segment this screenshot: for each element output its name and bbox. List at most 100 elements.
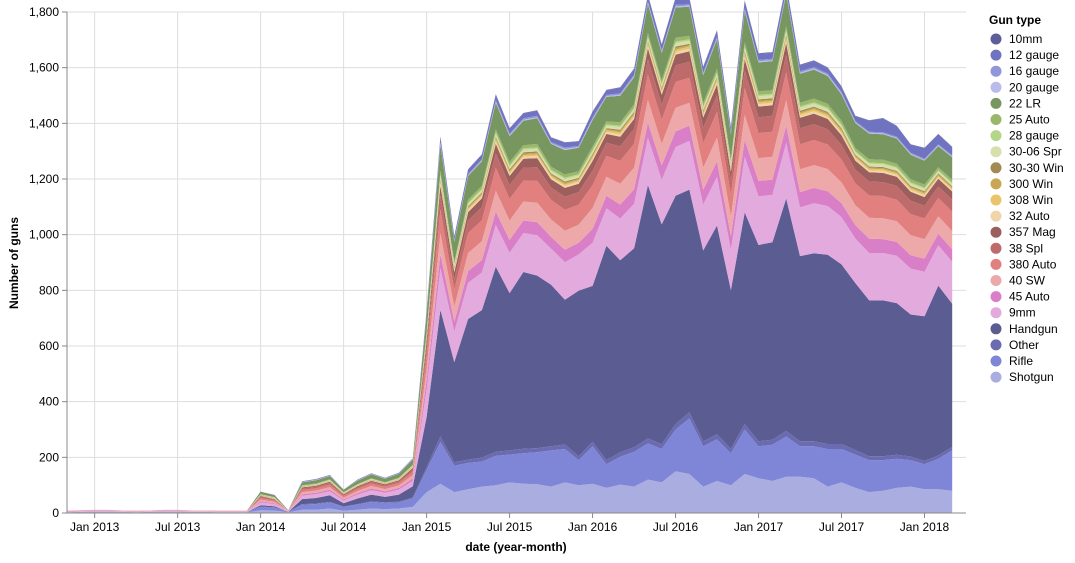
legend-item: Handgun xyxy=(990,322,1058,336)
legend-label: Shotgun xyxy=(1009,370,1054,384)
legend-symbol xyxy=(990,178,1002,190)
legend-label: 30-30 Win xyxy=(1009,161,1064,175)
legend-item: 300 Win xyxy=(990,177,1053,191)
legend-symbol xyxy=(990,291,1002,303)
legend-label: 38 Spl xyxy=(1009,241,1043,255)
y-tick-label: 1,400 xyxy=(29,116,59,130)
legend-item: 28 gauge xyxy=(990,129,1059,143)
legend-label: 30-06 Spr xyxy=(1009,145,1062,159)
x-tick-label: Jul 2013 xyxy=(155,520,201,534)
legend-item: Rifle xyxy=(990,354,1033,368)
legend-item: 38 Spl xyxy=(990,241,1043,255)
legend-item: 9mm xyxy=(990,306,1036,320)
x-tick-label: Jul 2015 xyxy=(487,520,533,534)
legend-item: Shotgun xyxy=(990,370,1054,384)
legend-label: 45 Auto xyxy=(1009,290,1050,304)
legend-label: Handgun xyxy=(1009,322,1058,336)
legend-symbol xyxy=(990,210,1002,222)
legend-item: Other xyxy=(990,338,1039,352)
axis-layer: 0 200 400 600 800 1,000 1,200 1,400 1,600 1,800 Ja… xyxy=(29,5,966,534)
y-tick-label: 1,200 xyxy=(29,172,59,186)
y-tick-label: 1,800 xyxy=(29,5,59,19)
legend-symbol xyxy=(990,49,1002,61)
legend-symbol xyxy=(990,355,1002,367)
legend-label: 22 LR xyxy=(1009,96,1041,110)
legend-item: 30-30 Win xyxy=(990,161,1064,175)
legend-item: 357 Mag xyxy=(990,225,1056,239)
legend-item: 30-06 Spr xyxy=(990,145,1062,159)
legend-symbol xyxy=(990,130,1002,142)
x-tick-label: Jul 2017 xyxy=(819,520,865,534)
legend-label: 40 SW xyxy=(1009,274,1046,288)
x-tick-label: Jul 2016 xyxy=(653,520,699,534)
legend-symbol xyxy=(990,65,1002,77)
legend-label: 25 Auto xyxy=(1009,113,1050,127)
legend-symbol xyxy=(990,307,1002,319)
legend-item: 12 gauge xyxy=(990,48,1059,62)
x-tick-label: Jan 2017 xyxy=(734,520,784,534)
legend-symbol xyxy=(990,275,1002,286)
area-layer xyxy=(67,0,953,513)
legend-symbol xyxy=(990,33,1002,45)
legend-label: 28 gauge xyxy=(1009,129,1059,143)
y-tick-label: 0 xyxy=(52,506,59,520)
legend-item: 20 gauge xyxy=(990,80,1059,94)
legend-label: 380 Auto xyxy=(1009,257,1057,271)
legend-item: 380 Auto xyxy=(990,257,1057,271)
legend-item: 22 LR xyxy=(990,96,1041,110)
legend-label: Rifle xyxy=(1009,354,1033,368)
y-axis-title: Number of guns xyxy=(7,217,21,309)
y-tick-label: 1,600 xyxy=(29,61,59,75)
area-series-shotgun xyxy=(67,471,953,513)
legend-items: 10mm 12 gauge 16 gauge 20 gauge 22 LR 25 Auto… xyxy=(990,32,1064,384)
legend-label: 357 Mag xyxy=(1009,225,1056,239)
legend-item: 16 gauge xyxy=(990,64,1059,78)
legend-label: 20 gauge xyxy=(1009,80,1059,94)
legend-item: 32 Auto xyxy=(990,209,1050,223)
legend-symbol xyxy=(990,371,1002,383)
x-tick-label: Jan 2018 xyxy=(900,520,950,534)
legend-item: 40 SW xyxy=(990,274,1046,288)
y-tick-label: 400 xyxy=(39,395,59,409)
legend-label: 10mm xyxy=(1009,32,1042,46)
legend-label: Other xyxy=(1009,338,1039,352)
legend: Gun type 10mm 12 gauge 16 gauge 20 gauge 22 … xyxy=(989,13,1064,384)
legend-symbol xyxy=(990,258,1002,270)
x-tick-label: Jul 2014 xyxy=(321,520,367,534)
legend-item: 10mm xyxy=(990,32,1042,46)
legend-symbol xyxy=(990,162,1002,174)
legend-label: 300 Win xyxy=(1009,177,1053,191)
legend-item: 45 Auto xyxy=(990,290,1050,304)
legend-symbol xyxy=(990,194,1002,206)
area-series-rifle xyxy=(67,418,953,513)
legend-symbol xyxy=(990,226,1002,238)
legend-symbol xyxy=(990,146,1002,158)
y-tick-label: 200 xyxy=(39,450,59,464)
legend-symbol xyxy=(990,323,1002,335)
x-axis-title: date (year-month) xyxy=(465,540,566,554)
x-tick-label: Jan 2016 xyxy=(568,520,618,534)
legend-item: 25 Auto xyxy=(990,113,1050,127)
area-series-handgun xyxy=(67,185,953,513)
legend-label: 12 gauge xyxy=(1009,48,1059,62)
legend-item: 308 Win xyxy=(990,193,1053,207)
y-tick-label: 1,000 xyxy=(29,228,59,242)
legend-symbol xyxy=(990,339,1002,351)
legend-label: 32 Auto xyxy=(1009,209,1050,223)
legend-label: 308 Win xyxy=(1009,193,1053,207)
x-tick-label: Jan 2013 xyxy=(70,520,120,534)
legend-title: Gun type xyxy=(989,13,1041,27)
y-tick-label: 600 xyxy=(39,339,59,353)
x-tick-label: Jan 2014 xyxy=(236,520,286,534)
legend-label: 16 gauge xyxy=(1009,64,1059,78)
legend-symbol xyxy=(990,242,1002,254)
x-tick-label: Jan 2015 xyxy=(402,520,452,534)
area-series-12-gauge xyxy=(67,0,953,511)
legend-symbol xyxy=(990,114,1002,125)
legend-label: 9mm xyxy=(1009,306,1036,320)
y-tick-label: 800 xyxy=(39,283,59,297)
legend-symbol xyxy=(990,81,1002,93)
legend-symbol xyxy=(990,97,1002,109)
